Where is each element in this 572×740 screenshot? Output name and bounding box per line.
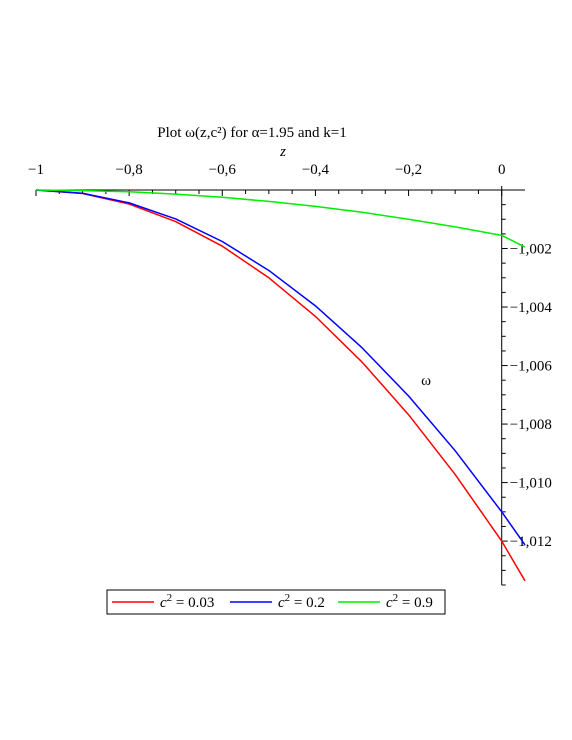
x-tick-label: −0,8 bbox=[116, 162, 143, 178]
legend: c2 = 0.03 c2 = 0.2 c2 = 0.9 bbox=[106, 589, 446, 615]
y-tick-label: −1,006 bbox=[510, 359, 553, 375]
y-axis-label: ω bbox=[421, 373, 431, 389]
legend-entry: c2 = 0.03 bbox=[160, 592, 214, 611]
y-tick-label: −1,012 bbox=[510, 534, 552, 550]
legend-box bbox=[106, 589, 446, 615]
series-line-2 bbox=[35, 189, 526, 546]
y-tick-label: −1,008 bbox=[510, 417, 552, 433]
x-axis-ticks: −1 −0,8 −0,6 −0,4 −0,2 0 bbox=[28, 162, 505, 196]
legend-entry: c2 = 0.2 bbox=[278, 592, 325, 611]
y-tick-label: −1,004 bbox=[510, 300, 553, 316]
series-line-3 bbox=[35, 189, 526, 248]
x-tick-label: −1 bbox=[28, 162, 44, 178]
series-line-1 bbox=[35, 189, 526, 582]
chart-title: Plot ω(z,c²) for α=1.95 and k=1 bbox=[157, 125, 347, 141]
axes bbox=[36, 186, 525, 585]
x-tick-label: −0,6 bbox=[209, 162, 237, 178]
y-tick-label: −1,010 bbox=[510, 476, 552, 492]
x-tick-label: −0,2 bbox=[395, 162, 422, 178]
x-axis-label: z bbox=[279, 144, 286, 160]
series-group bbox=[35, 189, 526, 582]
legend-entry: c2 = 0.9 bbox=[386, 592, 433, 611]
y-axis-ticks: −1,002 −1,004 −1,006 −1,008 −1,010 −1,012 bbox=[501, 204, 553, 586]
x-tick-label: 0 bbox=[498, 162, 506, 178]
y-tick-label: −1,002 bbox=[510, 242, 552, 258]
x-tick-label: −0,4 bbox=[302, 162, 330, 178]
